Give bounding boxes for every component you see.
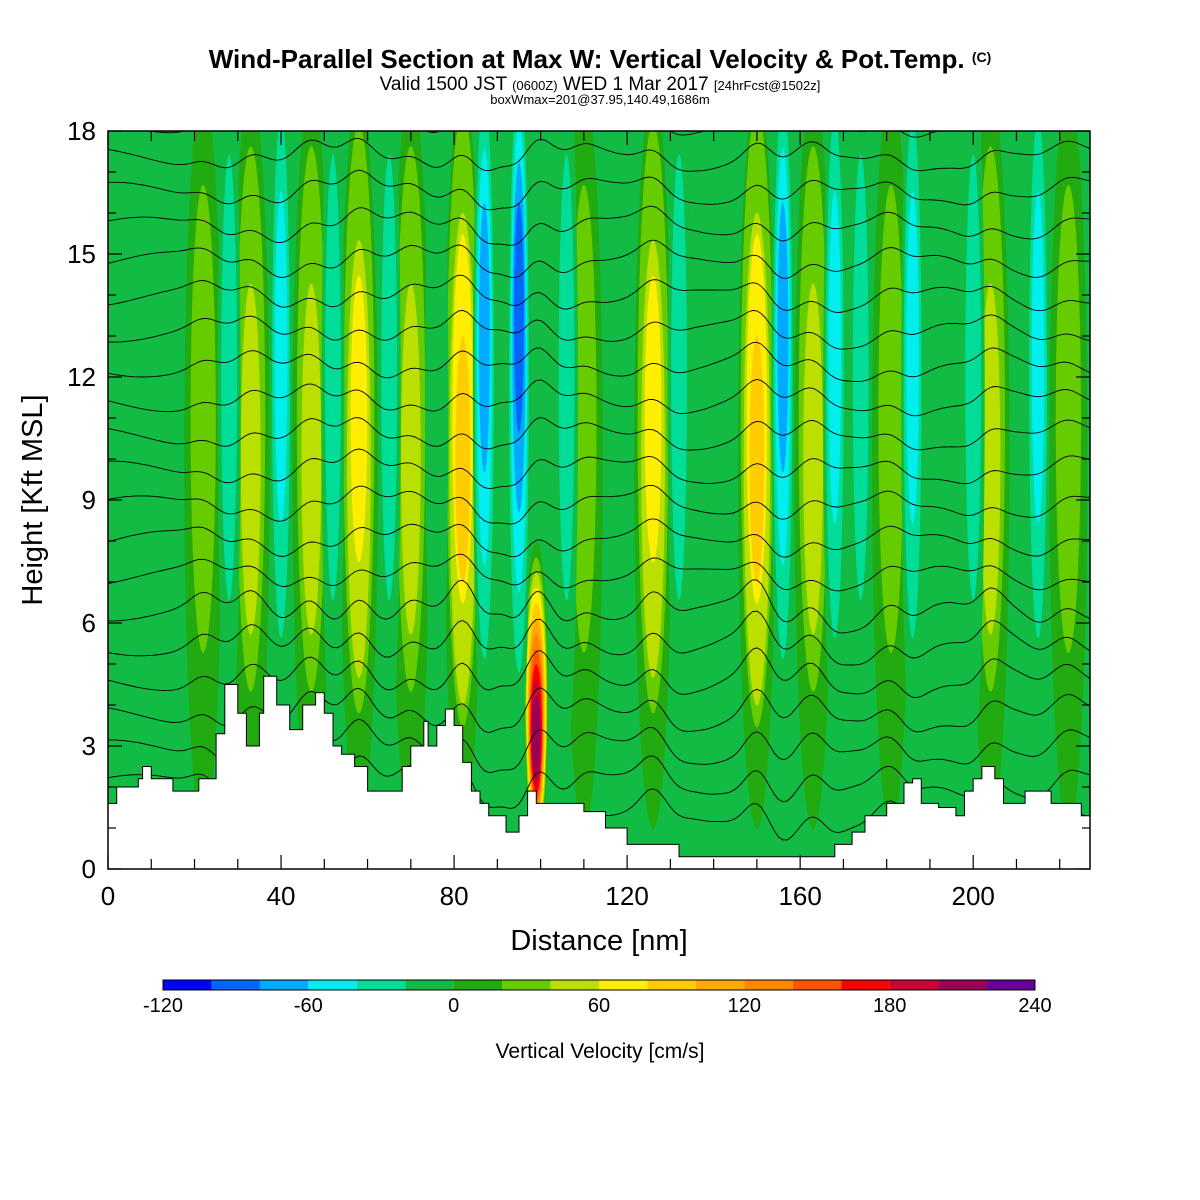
updraft-band-0-level-1	[190, 185, 216, 653]
y-tick-label: 12	[67, 362, 96, 392]
terrain	[108, 675, 1090, 869]
downdraft-band-9-level-0	[693, 131, 717, 753]
isentrope-13	[108, 341, 1090, 382]
colorbar-swatch	[889, 980, 939, 990]
x-tick-label: 160	[778, 881, 821, 911]
downdraft-band-1-level-2	[274, 191, 288, 524]
colorbar-swatch	[647, 980, 696, 990]
colorbar-swatch	[792, 980, 842, 990]
y-tick-label: 6	[82, 608, 96, 638]
colorbar-frame	[162, 979, 1036, 991]
x-axis-title: Distance [nm]	[510, 925, 687, 957]
isentrope-12	[108, 379, 1090, 417]
colorbar-label: -60	[294, 995, 323, 1017]
colorbar-label: 0	[448, 995, 459, 1017]
y-tick-label: 0	[82, 854, 96, 884]
y-axis-title: Height [Kft MSL]	[17, 394, 49, 605]
y-tick-label: 9	[82, 485, 96, 515]
colorbar-label: -120	[143, 995, 183, 1017]
colorbar-swatch	[986, 980, 1035, 990]
downdraft-band-11-level-2	[828, 191, 842, 524]
isentrope-16	[108, 239, 1090, 279]
updraft-band-13-level-1	[1055, 185, 1081, 653]
colorbar-swatch	[695, 980, 745, 990]
isentrope-6	[108, 579, 1090, 634]
downdraft-band-2-level-1	[325, 154, 341, 601]
isentrope-19	[108, 137, 1090, 172]
isentrope-5	[108, 610, 1090, 666]
downdraft-band-7-level-1	[558, 154, 575, 601]
isentrope-10	[108, 448, 1090, 490]
chart-subtitle: Valid 1500 JST (0600Z) WED 1 Mar 2017 [2…	[0, 74, 1200, 96]
isentrope-17	[108, 205, 1090, 246]
colorbar: -120 -60 0 60 120 180 240	[143, 979, 1052, 1017]
updraft-band-11-level-1	[878, 185, 904, 653]
forecast-label: [24hrFcst@1502z]	[713, 78, 821, 93]
downdraft-bands	[217, 131, 1050, 753]
downdraft-band-15-level-2	[1031, 191, 1045, 524]
chart-title-text: Wind-Parallel Section at Max W: Vertical…	[208, 44, 965, 74]
y-tick-label: 15	[67, 239, 96, 269]
colorbar-swatch	[308, 980, 357, 990]
colorbar-swatch	[405, 980, 454, 990]
colorbar-swatch	[453, 980, 503, 990]
plot-area	[108, 131, 1090, 869]
colorbar-label: 120	[728, 995, 761, 1017]
x-axis-ticks: 0 40 80 120 160 200	[101, 131, 1061, 911]
isentrope-8	[108, 518, 1090, 558]
colorbar-swatch	[744, 980, 793, 990]
colorbar-swatch	[356, 980, 406, 990]
isentrope-9	[108, 484, 1090, 525]
downdraft-band-8-level-1	[671, 154, 687, 601]
copyright-mark: (C)	[971, 49, 992, 65]
chart-title: Wind-Parallel Section at Max W: Vertical…	[0, 44, 1200, 75]
valid-time: Valid 1500 JST	[379, 74, 507, 95]
isentrope-11	[108, 417, 1090, 451]
isentrope-20	[147, 131, 941, 138]
y-tick-label: 18	[67, 116, 96, 146]
updraft-band-9-level-4	[749, 336, 765, 582]
downdraft-band-12-level-1	[852, 154, 869, 601]
updraft-band-4-level-2	[400, 283, 421, 635]
isentrope-15	[108, 274, 1090, 313]
updraft-band-3-level-3	[350, 275, 368, 563]
x-tick-label: 40	[267, 881, 296, 911]
colorbar-title: Vertical Velocity [cm/s]	[496, 1040, 705, 1063]
colorbar-swatch	[502, 980, 551, 990]
x-tick-label: 200	[952, 881, 995, 911]
isentrope-14	[108, 309, 1090, 350]
downdraft-band-14-level-1	[965, 154, 982, 601]
colorbar-swatch	[163, 980, 212, 990]
valid-zulu: (0600Z)	[512, 78, 558, 93]
isentrope-7	[108, 553, 1090, 592]
colorbar-label: 180	[873, 995, 906, 1017]
downdraft-band-4-level-0	[425, 131, 449, 753]
isentrope-18	[108, 169, 1090, 211]
y-tick-label: 3	[82, 731, 96, 761]
colorbar-label: 60	[588, 995, 610, 1017]
updraft-band-1-level-2	[240, 283, 261, 635]
x-tick-label: 0	[101, 881, 115, 911]
updraft-band-6-level-10	[532, 694, 541, 779]
colorbar-swatch	[841, 980, 890, 990]
colorbar-swatch	[599, 980, 648, 990]
box-wmax-label: boxWmax=201@37.95,140.49,1686m	[490, 92, 710, 107]
updraft-band-8-level-3	[644, 275, 662, 563]
x-tick-label: 80	[440, 881, 469, 911]
colorbar-swatch	[938, 980, 987, 990]
y-axis-ticks: 0 3 6 9 12 15 18	[67, 116, 1090, 884]
colorbar-swatch	[211, 980, 260, 990]
colorbar-swatch	[550, 980, 599, 990]
valid-date: WED 1 Mar 2017	[562, 74, 709, 95]
downdraft-band-13-level-2	[906, 191, 919, 524]
updraft-band-12-level-2	[980, 283, 1001, 635]
downdraft-band-0-level-1	[221, 154, 238, 601]
colorbar-swatch	[259, 980, 309, 990]
downdraft-band-6-level-4	[514, 202, 524, 433]
updraft-band-5-level-4	[455, 336, 471, 582]
x-tick-label: 120	[605, 881, 648, 911]
colorbar-label: 240	[1018, 995, 1051, 1017]
